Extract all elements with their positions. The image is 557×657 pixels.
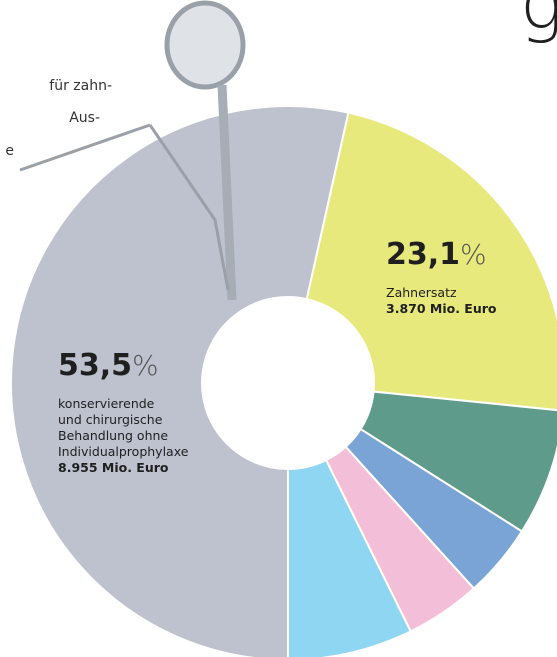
segment-amount: 8.955 Mio. Euro xyxy=(58,460,169,475)
percent-sign: % xyxy=(132,349,159,382)
percent-sign: % xyxy=(460,238,487,271)
segment-label: Individualprophylaxe xyxy=(58,444,189,459)
segment-label: konservierende xyxy=(58,396,155,411)
value-number: 53,5 xyxy=(58,348,132,383)
value-label: 53,5% xyxy=(58,348,159,383)
intro-text: e xyxy=(5,143,14,159)
infographic: g für zahn- Aus- e 53,5% konservierendeun… xyxy=(0,0,557,657)
segment-label: und chirurgische xyxy=(58,412,163,427)
segment-amount: 3.870 Mio. Euro xyxy=(386,301,497,316)
title-fragment: g xyxy=(520,0,557,45)
segment-label: Behandlung ohne xyxy=(58,428,168,443)
intro-text: Aus- xyxy=(69,110,100,126)
intro-text: für zahn- xyxy=(49,78,112,94)
value-label: 23,1% xyxy=(386,237,487,272)
value-number: 23,1 xyxy=(386,237,460,272)
segment-label: Zahnersatz xyxy=(386,285,457,300)
